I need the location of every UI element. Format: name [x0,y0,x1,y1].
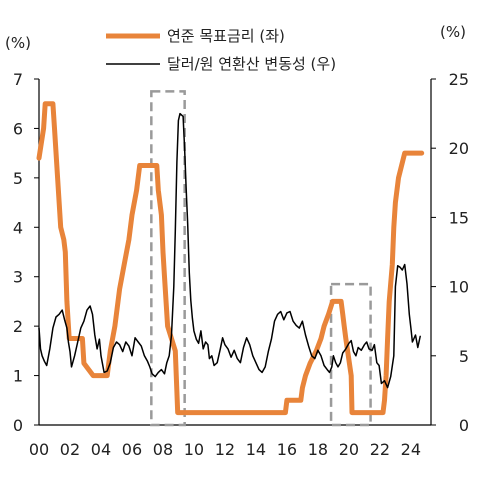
y-axis-left: 0 1 2 3 4 5 6 7 [13,70,40,435]
y-left-tick-label: 3 [13,268,23,287]
legend: 연준 목표금리 (좌) 달러/원 연환산 변동성 (우) [106,27,336,73]
y-right-tick-label: 0 [459,416,469,435]
x-tick-label: 12 [215,440,235,459]
x-tick-label: 22 [370,440,390,459]
series-fed-rate-line [36,101,425,416]
y-right-unit: (%) [440,23,466,41]
y-left-tick-label: 7 [13,70,23,89]
y-right-tick-label: 20 [449,139,469,158]
y-left-tick-label: 0 [13,416,23,435]
highlight-box [329,282,372,427]
plot-area [36,101,425,416]
x-tick-label: 10 [184,440,204,459]
x-tick-label: 18 [308,440,328,459]
y-left-tick-label: 4 [13,218,23,237]
legend-label-fed-rate: 연준 목표금리 (좌) [167,27,285,45]
x-tick-label: 06 [122,440,142,459]
highlight-box [150,90,186,427]
y-left-tick-label: 1 [13,367,23,386]
y-axis-right: 0 5 10 15 20 25 [430,70,469,435]
y-left-tick-label: 6 [13,119,23,138]
highlight-boxes [150,90,372,427]
y-right-tick-label: 15 [449,208,469,227]
x-tick-label: 08 [153,440,173,459]
y-right-tick-label: 10 [449,278,469,297]
y-left-tick-label: 5 [13,169,23,188]
series-krw-vol-line [38,112,421,389]
x-tick-label: 20 [339,440,359,459]
legend-label-krw-vol: 달러/원 연환산 변동성 (우) [167,55,336,73]
x-tick-label: 16 [277,440,297,459]
y-right-tick-label: 25 [449,70,469,89]
x-tick-label: 14 [246,440,266,459]
x-tick-label: 04 [91,440,111,459]
x-tick-label: 00 [29,440,49,459]
y-left-unit: (%) [5,34,31,52]
y-left-tick-label: 2 [13,317,23,336]
y-right-tick-label: 5 [459,347,469,366]
x-tick-label: 02 [60,440,80,459]
x-tick-label: 24 [401,440,421,459]
x-axis: 00 02 04 06 08 10 12 14 16 18 20 22 24 [29,424,431,459]
